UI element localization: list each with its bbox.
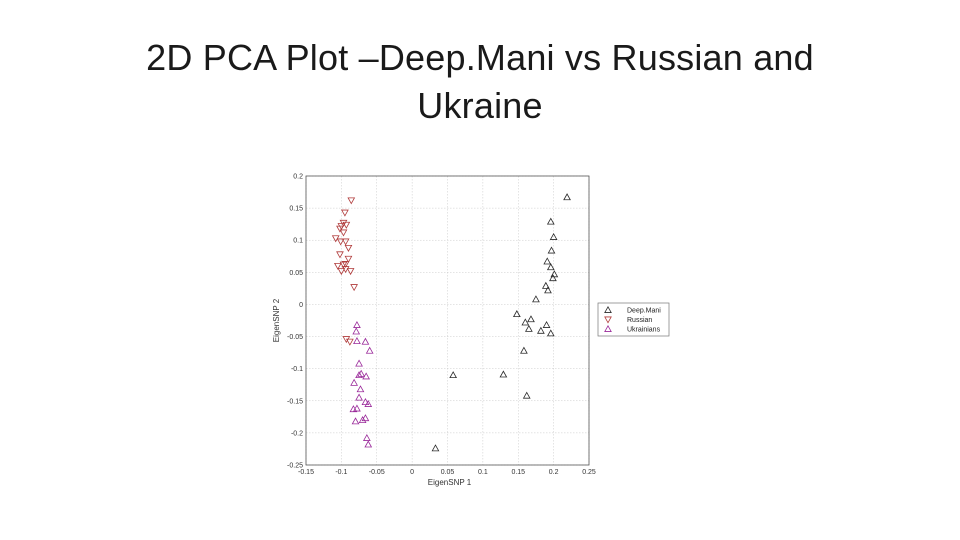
y-tick-label: 0.1 xyxy=(293,238,303,245)
data-point-deep-mani xyxy=(543,257,552,265)
data-point-deep-mani xyxy=(524,324,533,332)
data-point-ukrainians xyxy=(361,414,370,422)
slide-title: 2D PCA Plot –Deep.Mani vs Russian and Uk… xyxy=(146,37,814,126)
grid-layer xyxy=(305,175,590,466)
data-point-ukrainians xyxy=(361,337,370,345)
data-point-russian xyxy=(336,251,344,259)
data-point-ukrainians xyxy=(361,398,370,406)
data-point-ukrainians xyxy=(365,346,374,354)
legend-marker-ukrainians xyxy=(604,324,612,332)
data-point-ukrainians xyxy=(358,416,367,424)
x-tick-label: 0 xyxy=(410,469,414,476)
data-point-deep-mani xyxy=(563,193,571,201)
y-tick-label: 0.15 xyxy=(289,206,303,213)
plot-frame xyxy=(305,175,590,466)
legend-label-ukrainians: Ukrainians xyxy=(627,327,661,334)
y-tick-label: -0.25 xyxy=(287,463,303,470)
data-point-deep-mani xyxy=(449,371,458,379)
data-point-deep-mani xyxy=(537,326,545,334)
legend-label-deep-mani: Deep.Mani xyxy=(627,308,661,315)
data-point-deep-mani xyxy=(542,320,551,328)
data-point-ukrainians xyxy=(349,405,358,413)
data-point-russian xyxy=(342,221,351,229)
data-point-deep-mani xyxy=(499,370,508,378)
data-point-russian xyxy=(344,255,353,263)
data-point-russian xyxy=(341,261,350,269)
data-point-ukrainians xyxy=(353,337,361,345)
x-tick-label: 0.25 xyxy=(582,469,596,476)
data-point-ukrainians xyxy=(350,378,358,386)
data-point-ukrainians xyxy=(353,320,361,328)
data-point-russian xyxy=(336,225,344,233)
data-point-ukrainians xyxy=(364,399,373,407)
data-point-ukrainians xyxy=(356,385,365,393)
x-tick-label: 0.2 xyxy=(549,469,559,476)
data-point-russian xyxy=(346,268,355,276)
data-point-ukrainians xyxy=(364,440,373,448)
data-point-russian xyxy=(350,284,358,292)
y-tick-label: 0 xyxy=(299,302,303,309)
data-point-ukrainians xyxy=(355,371,363,379)
data-point-ukrainians xyxy=(352,327,361,335)
data-point-russian xyxy=(339,229,348,237)
data-point-deep-mani xyxy=(546,263,555,271)
data-point-russian xyxy=(336,238,345,246)
y-axis-label: EigenSNP 2 xyxy=(272,298,281,342)
data-point-russian xyxy=(344,244,353,252)
tick-layer: -0.15 -0.1 -0.05 0 0.05 0.1 0.15 0.2 0.25-0.25-0… xyxy=(287,174,596,477)
x-tick-label: -0.05 xyxy=(369,469,385,476)
data-point-deep-mani xyxy=(541,281,550,289)
legend-label-russian: Russian xyxy=(627,317,652,324)
x-tick-label: 0.1 xyxy=(478,469,488,476)
data-point-deep-mani xyxy=(512,310,521,318)
data-point-russian xyxy=(341,209,349,217)
x-tick-label: -0.15 xyxy=(298,469,314,476)
data-point-ukrainians xyxy=(353,404,361,412)
legend-marker-russian xyxy=(604,316,612,324)
legend: Deep.Mani Russian Ukrainians xyxy=(597,302,670,337)
data-point-deep-mani xyxy=(547,246,556,254)
data-point-deep-mani xyxy=(521,318,530,326)
x-tick-label: -0.1 xyxy=(335,469,347,476)
data-point-deep-mani xyxy=(546,217,555,225)
data-point-deep-mani xyxy=(522,391,531,399)
data-point-deep-mani xyxy=(520,346,528,354)
data-point-deep-mani xyxy=(431,444,440,452)
data-point-deep-mani xyxy=(549,232,558,240)
data-point-russian xyxy=(339,261,348,269)
data-point-ukrainians xyxy=(351,417,360,425)
x-tick-label: 0.05 xyxy=(441,469,455,476)
data-point-deep-mani xyxy=(546,329,555,337)
data-point-russian xyxy=(347,197,356,205)
x-tick-label: 0.15 xyxy=(511,469,525,476)
legend-marker-deep-mani xyxy=(604,305,612,313)
y-tick-label: 0.05 xyxy=(289,270,303,277)
data-point-ukrainians xyxy=(362,372,371,380)
data-point-russian xyxy=(345,338,354,346)
x-axis-label: EigenSNP 1 xyxy=(428,478,472,487)
data-point-russian xyxy=(333,262,342,270)
point-layer xyxy=(331,193,571,452)
data-point-russian xyxy=(341,238,350,246)
data-point-deep-mani xyxy=(544,286,552,294)
y-tick-label: -0.2 xyxy=(291,430,303,437)
y-tick-label: 0.2 xyxy=(293,174,303,181)
data-point-deep-mani xyxy=(527,315,535,323)
y-tick-label: -0.05 xyxy=(287,334,303,341)
data-point-ukrainians xyxy=(362,434,371,441)
y-tick-label: -0.15 xyxy=(287,398,303,405)
data-point-ukrainians xyxy=(355,393,363,401)
data-point-ukrainians xyxy=(355,359,363,367)
data-point-deep-mani xyxy=(532,295,540,303)
data-point-russian xyxy=(337,268,346,276)
y-tick-label: -0.1 xyxy=(291,366,303,373)
data-point-deep-mani xyxy=(549,274,557,282)
